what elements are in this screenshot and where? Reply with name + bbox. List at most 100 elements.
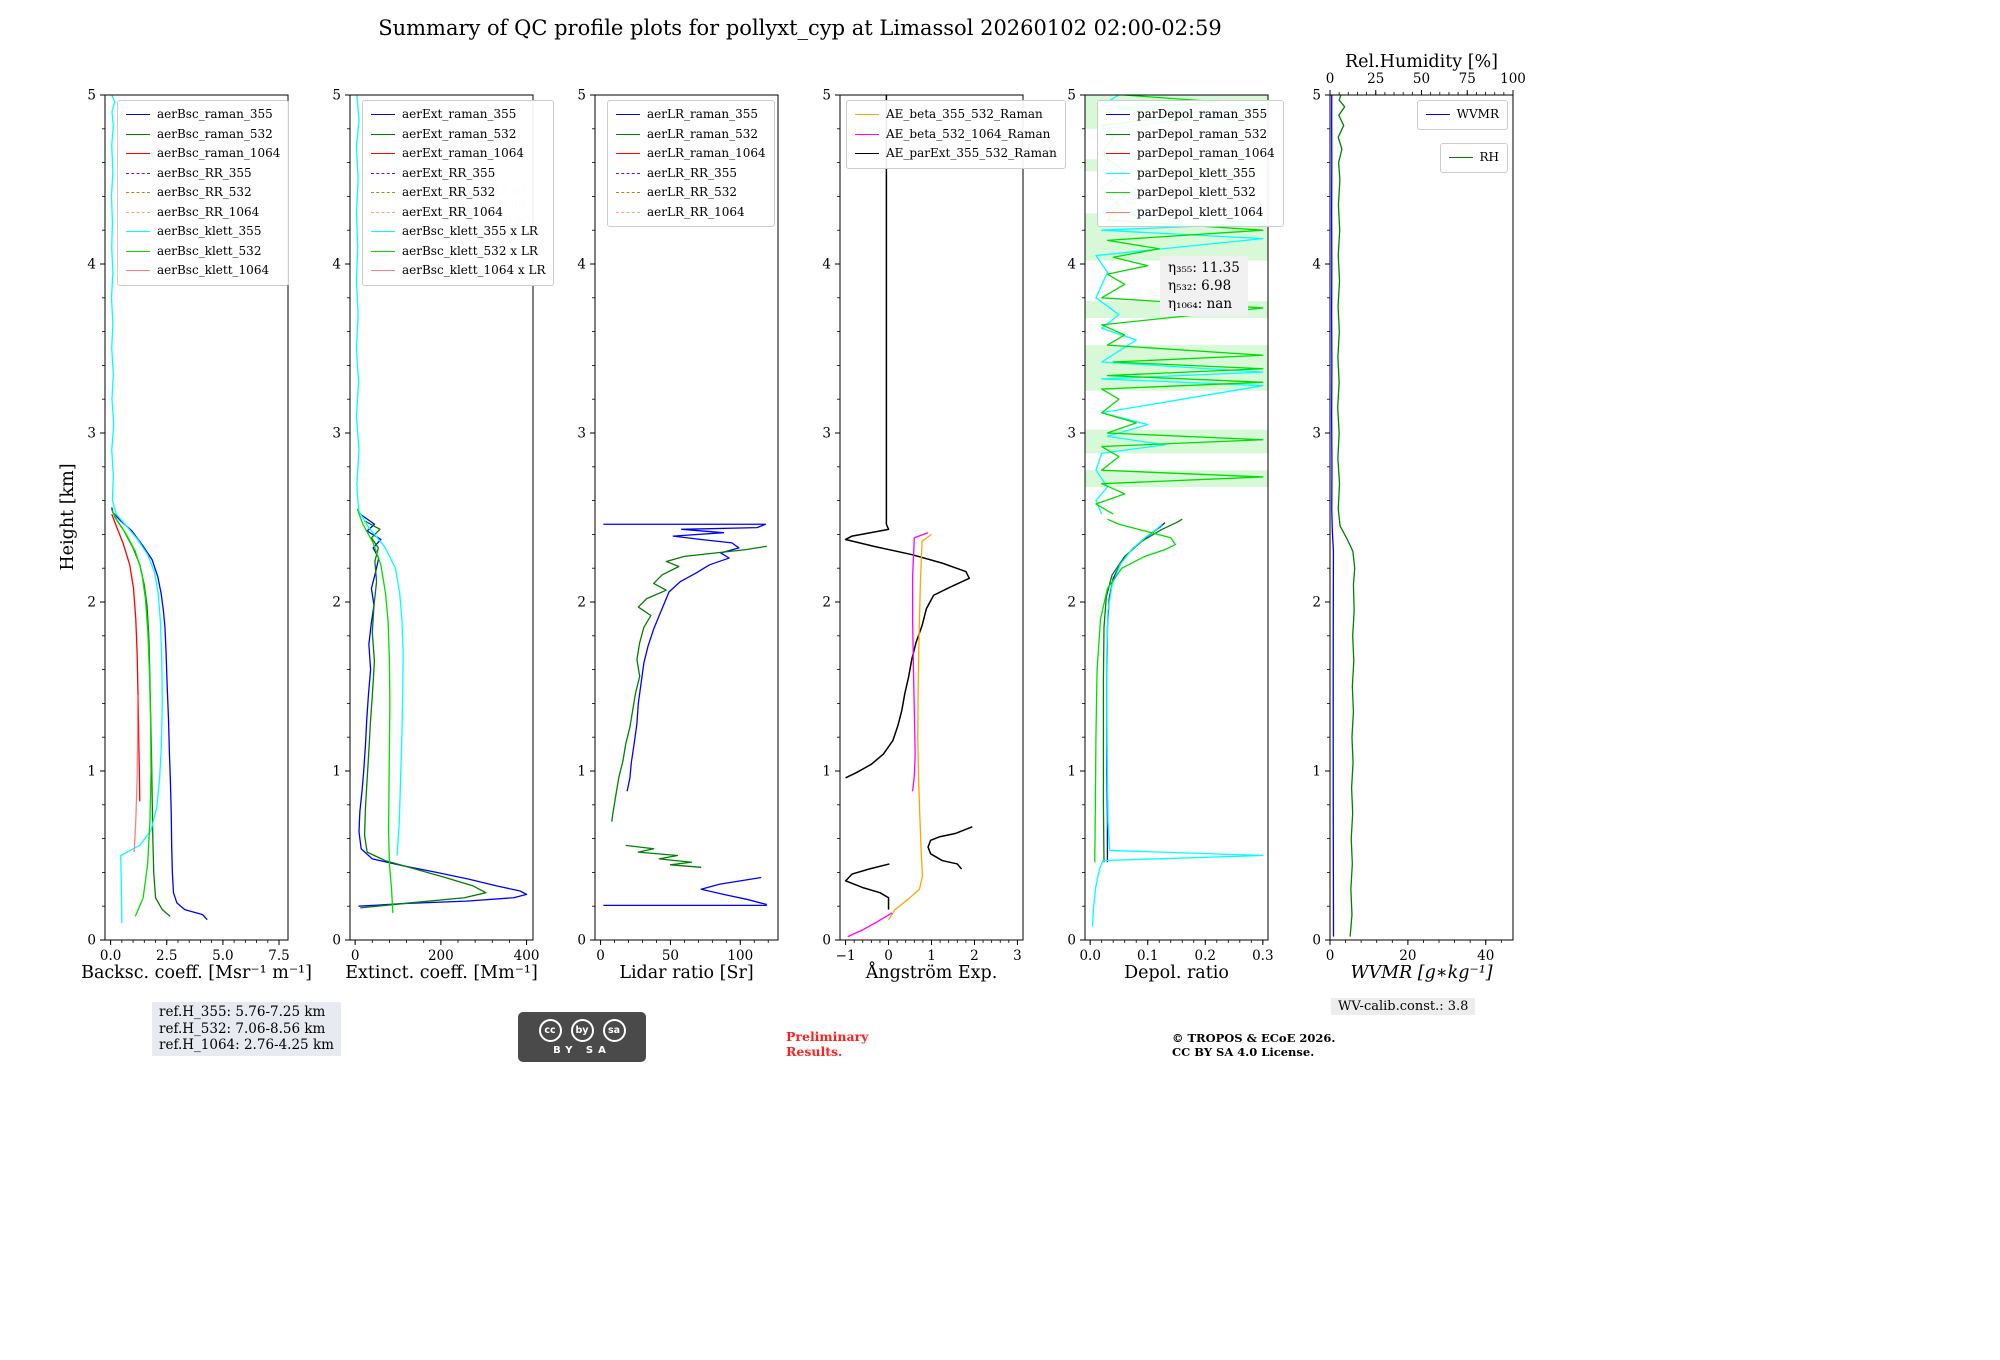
- series-AE_parExt_355_532_Raman: [844, 95, 971, 779]
- legend-label: parDepol_klett_355: [1137, 165, 1256, 180]
- legend-label: aerBsc_klett_1064: [157, 263, 270, 277]
- legend-line-sample: [855, 133, 879, 135]
- svg-text:0: 0: [1326, 71, 1335, 87]
- legend: AE_beta_355_532_Raman AE_beta_532_1064_Ra…: [846, 100, 1066, 169]
- svg-text:4: 4: [577, 257, 586, 273]
- legend-label: parDepol_raman_532: [1137, 126, 1268, 141]
- legend-item: aerBsc_raman_532: [126, 125, 280, 145]
- axes-frame: [1084, 94, 1269, 941]
- legend-label: aerExt_RR_532: [402, 185, 496, 199]
- legend-label: aerBsc_klett_355 x LR: [402, 224, 538, 238]
- legend-label: aerBsc_klett_532: [157, 243, 262, 258]
- legend-label: AE_beta_532_1064_Raman: [886, 126, 1051, 141]
- legend-line-sample: [1106, 172, 1130, 174]
- svg-text:5: 5: [332, 88, 341, 104]
- legend-line-sample: [371, 250, 395, 252]
- series-aerExt_raman_355: [358, 513, 528, 907]
- svg-text:3: 3: [1013, 948, 1022, 964]
- series-aerBsc_klett_532: [111, 510, 152, 917]
- legend-label: aerLR_RR_355: [647, 165, 737, 180]
- legend-item: aerExt_raman_355: [371, 105, 545, 125]
- legend-label: aerLR_RR_532: [647, 185, 737, 199]
- series-aerLR_raman_532: [611, 545, 767, 822]
- legend-label: AE_parExt_355_532_Raman: [886, 146, 1057, 160]
- svg-text:5: 5: [1312, 88, 1321, 104]
- legend-line-sample: [126, 270, 150, 272]
- legend-item: WVMR: [1425, 105, 1499, 125]
- svg-text:5: 5: [577, 88, 586, 104]
- preliminary-line1: Preliminary: [786, 1029, 869, 1044]
- svg-text:25: 25: [1367, 71, 1384, 87]
- legend-line-sample: [126, 231, 150, 233]
- svg-text:2: 2: [970, 948, 979, 964]
- series-parDepol_klett_355: [1091, 523, 1264, 927]
- series-AE_beta_355_532_Raman: [887, 533, 932, 921]
- svg-text:20: 20: [1399, 948, 1416, 964]
- svg-text:3: 3: [1067, 426, 1076, 442]
- svg-text:2.5: 2.5: [156, 948, 177, 964]
- legend-item: parDepol_klett_1064: [1106, 203, 1275, 223]
- legend-item: aerBsc_klett_1064: [126, 261, 280, 281]
- legend: parDepol_raman_355 parDepol_raman_532 parD…: [1097, 100, 1284, 227]
- legend-line-sample: [1106, 133, 1130, 135]
- cc-license-badge: cc by sa BY SA: [518, 1012, 646, 1062]
- legend-item: aerBsc_klett_355 x LR: [371, 222, 545, 242]
- page-title: Summary of QC profile plots for pollyxt_…: [378, 16, 1222, 40]
- legend-item: aerBsc_klett_532 x LR: [371, 242, 545, 262]
- legend-line-sample: [1106, 211, 1130, 213]
- legend-line-sample: [1448, 157, 1473, 159]
- legend-item: aerExt_raman_1064: [371, 144, 545, 164]
- legend-item: aerLR_RR_532: [616, 183, 766, 203]
- legend-label: parDepol_raman_1064: [1137, 146, 1275, 160]
- svg-text:0.1: 0.1: [1137, 948, 1158, 964]
- svg-text:0.0: 0.0: [1079, 948, 1100, 964]
- series-aerBsc_klett_355_x_LR: [355, 95, 404, 856]
- copyright-line2: CC BY SA 4.0 License.: [1172, 1045, 1315, 1059]
- series-WVMR: [1330, 95, 1335, 937]
- legend-item: parDepol_klett_355: [1106, 164, 1275, 184]
- legend-item: aerBsc_raman_355: [126, 105, 280, 125]
- svg-text:2: 2: [87, 595, 96, 611]
- legend-line-sample: [1425, 114, 1450, 116]
- legend-label: aerLR_RR_1064: [647, 204, 745, 219]
- ref-height-1064: ref.H_1064: 2.76-4.25 km: [159, 1037, 334, 1053]
- legend-item: aerBsc_klett_1064 x LR: [371, 261, 545, 281]
- svg-text:4: 4: [87, 257, 96, 273]
- series-aerBsc_klett_532_x_LR: [356, 508, 394, 913]
- legend-label: parDepol_klett_1064: [1137, 204, 1264, 219]
- reference-height-box: ref.H_355: 5.76-7.25 km ref.H_532: 7.06-…: [152, 1002, 341, 1056]
- svg-text:5: 5: [822, 88, 831, 104]
- svg-text:2: 2: [822, 595, 831, 611]
- legend-item: aerBsc_RR_1064: [126, 203, 280, 223]
- svg-text:1: 1: [1067, 764, 1076, 780]
- legend-item: aerBsc_klett_355: [126, 222, 280, 242]
- svg-text:0: 0: [822, 933, 831, 949]
- series-parDepol_klett_532: [1094, 518, 1176, 863]
- legend-label: aerExt_raman_1064: [402, 146, 525, 160]
- legend: aerBsc_raman_355 aerBsc_raman_532 aerBsc_r…: [117, 100, 290, 286]
- legend-label: aerBsc_RR_355: [157, 165, 252, 180]
- series-aerBsc_raman_1064: [111, 513, 141, 802]
- copyright-line1: © TROPOS & ECoE 2026.: [1172, 1031, 1336, 1045]
- ref-height-532: ref.H_532: 7.06-8.56 km: [159, 1020, 326, 1037]
- legend: WVMR: [1416, 100, 1508, 130]
- legend-line-sample: [371, 211, 395, 213]
- legend-label: aerBsc_raman_355: [157, 107, 273, 121]
- legend-label: aerLR_raman_1064: [647, 146, 766, 160]
- xaxis-label-extinction: Extinct. coeff. [Mm⁻¹]: [345, 963, 538, 983]
- svg-text:0.2: 0.2: [1195, 948, 1216, 964]
- preliminary-line2: Results.: [786, 1044, 843, 1059]
- xaxis-label-backscatter: Backsc. coeff. [Msr⁻¹ m⁻¹]: [81, 963, 312, 983]
- legend-label: aerLR_raman_355: [647, 107, 759, 121]
- legend-label: parDepol_raman_355: [1137, 107, 1268, 121]
- legend-item: parDepol_klett_532: [1106, 183, 1275, 203]
- svg-text:100: 100: [1500, 71, 1526, 87]
- svg-text:0: 0: [1312, 933, 1321, 949]
- svg-text:4: 4: [332, 257, 341, 273]
- svg-text:1: 1: [577, 764, 586, 780]
- legend-item: AE_beta_355_532_Raman: [855, 105, 1057, 125]
- legend-item: aerLR_raman_1064: [616, 144, 766, 164]
- svg-text:2: 2: [332, 595, 341, 611]
- legend-line-sample: [616, 211, 640, 213]
